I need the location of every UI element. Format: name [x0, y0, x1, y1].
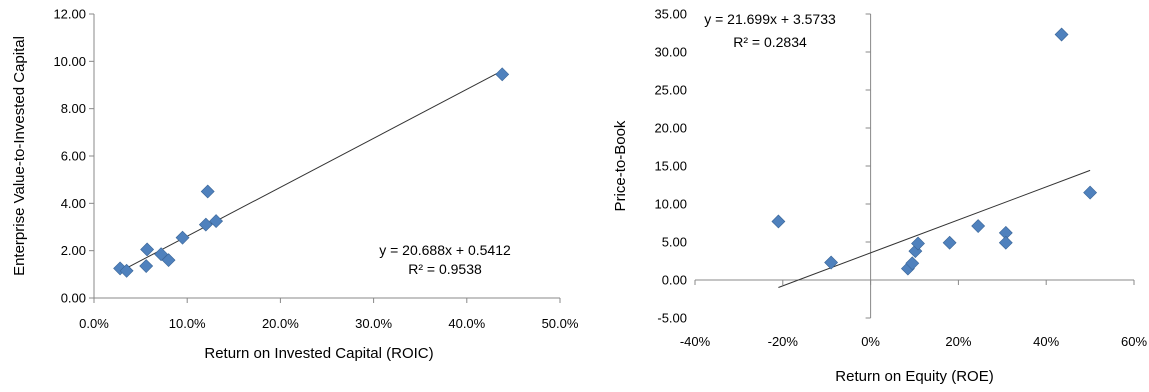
y-tick-label: 0.00 — [61, 291, 86, 306]
data-point — [911, 236, 925, 251]
y-tick-label: 2.00 — [61, 243, 86, 258]
trendline-equation: y = 20.688x + 0.5412 — [379, 242, 511, 258]
r-squared-label: R² = 0.9538 — [408, 261, 482, 277]
chart-2: -5.00 0.00 5.00 10.00 15.00 20.00 25.00 30.00 35… — [612, 7, 1147, 386]
x-tick-label: 50.0% — [542, 316, 579, 331]
x-tick-label: 0.0% — [79, 316, 109, 331]
data-point — [154, 247, 169, 262]
y-tick-label: 8.00 — [61, 101, 86, 116]
y-tick-label: 4.00 — [61, 196, 86, 211]
data-point — [905, 256, 920, 271]
chart-1: 0.00 2.00 4.00 6.00 8.00 10.00 12.00 0.0% 10.0% 2… — [11, 7, 579, 363]
data-point — [971, 219, 986, 233]
y-tick-label: 20.00 — [654, 121, 687, 136]
x-axis-title: Return on Equity (ROE) — [835, 368, 993, 385]
data-point — [200, 184, 215, 199]
y-axis-title: Price-to-Book — [612, 120, 629, 211]
y-tick-label: 30.00 — [654, 45, 687, 60]
x-tick-label: 60% — [1121, 334, 1147, 349]
y-tick-label: 15.00 — [654, 159, 687, 174]
y-tick-label: 5.00 — [662, 235, 687, 250]
trendline — [778, 169, 1091, 288]
x-tick-label: 20.0% — [262, 316, 299, 331]
data-point — [198, 217, 213, 232]
data-point — [140, 242, 155, 257]
x-axis-title: Return on Invested Capital (ROIC) — [204, 345, 433, 362]
data-point — [771, 214, 786, 229]
y-tick-label: 10.00 — [654, 197, 687, 212]
data-point — [1054, 27, 1069, 42]
x-tick-label: 40.0% — [448, 316, 485, 331]
data-point — [942, 235, 957, 250]
data-point — [824, 255, 839, 270]
x-tick-label: 30.0% — [355, 316, 392, 331]
y-tick-label: 6.00 — [61, 149, 86, 164]
y-tick-label: 35.00 — [654, 7, 687, 22]
data-point — [495, 67, 510, 82]
trendline-equation: y = 21.699x + 3.5733 — [704, 11, 836, 27]
data-point — [139, 259, 154, 273]
x-tick-label: 0% — [861, 334, 880, 349]
y-tick-label: 0.00 — [662, 273, 687, 288]
x-tick-label: 40% — [1033, 334, 1059, 349]
data-point — [998, 235, 1013, 250]
x-tick-label: 10.0% — [169, 316, 206, 331]
y-tick-label: -5.00 — [657, 311, 687, 326]
data-point — [161, 253, 176, 268]
data-point — [175, 230, 190, 245]
r-squared-label: R² = 0.2834 — [733, 34, 807, 50]
y-tick-label: 12.00 — [53, 7, 86, 22]
data-point — [1083, 185, 1098, 200]
y-axis-title: Enterprise Value-to-Invested Capital — [11, 36, 28, 276]
y-tick-label: 25.00 — [654, 83, 687, 98]
x-tick-label: -20% — [768, 334, 799, 349]
x-tick-label: 20% — [945, 334, 971, 349]
y-tick-label: 10.00 — [53, 54, 86, 69]
data-point — [119, 263, 134, 278]
x-tick-label: -40% — [680, 334, 711, 349]
data-point — [209, 214, 224, 229]
